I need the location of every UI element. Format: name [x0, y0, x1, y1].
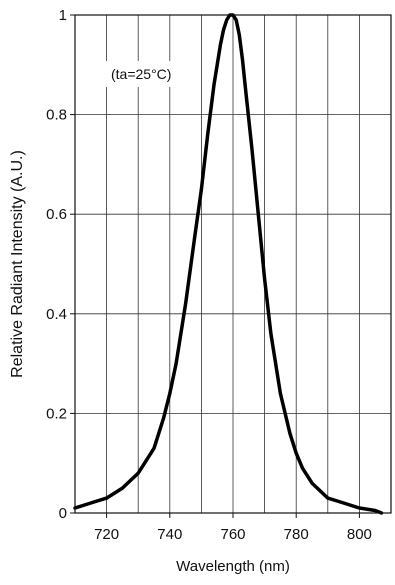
- y-tick-label: 0.4: [46, 306, 67, 323]
- x-tick-label: 760: [220, 526, 245, 543]
- y-axis-label: Relative Radiant Intensity (A.U.): [9, 150, 26, 378]
- annotation-background: [104, 61, 188, 87]
- y-tick-label: 0.2: [46, 405, 67, 422]
- series-line: [73, 13, 384, 515]
- series-layer: [73, 13, 384, 515]
- x-tick-label: 800: [347, 526, 372, 543]
- x-axis-label: Wavelength (nm): [176, 558, 290, 575]
- tick-layer: 720 740 760 780 800 0 0.2 0.4 0.6 0.8 1: [46, 7, 372, 543]
- grid-layer: [75, 15, 391, 513]
- x-tick-label: 740: [157, 526, 182, 543]
- y-tick-label: 0: [59, 505, 67, 522]
- y-tick-label: 0.8: [46, 107, 67, 124]
- x-tick-label: 780: [284, 526, 309, 543]
- y-tick-label: 0.6: [46, 206, 67, 223]
- x-tick-label: 720: [94, 526, 119, 543]
- annotation-label: (ta=25°C): [111, 66, 171, 82]
- y-tick-label: 1: [59, 7, 67, 24]
